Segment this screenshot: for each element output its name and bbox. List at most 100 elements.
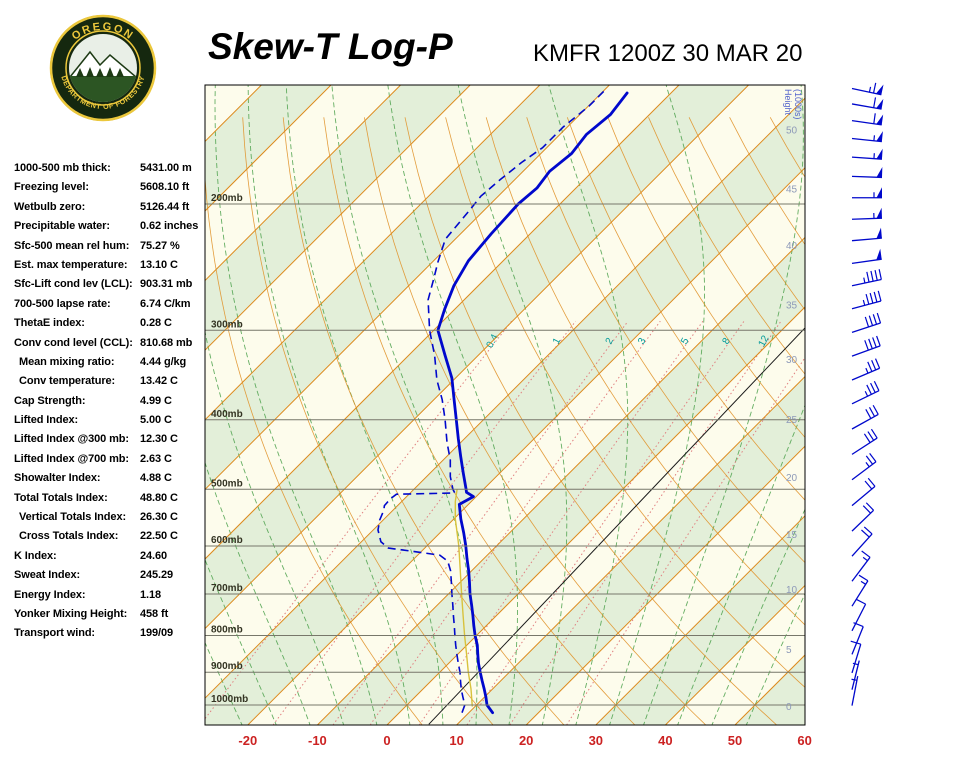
stat-value: 48.80 C	[140, 491, 178, 504]
stat-value: 24.60	[140, 549, 168, 562]
height-label: 25	[786, 415, 798, 426]
height-label: 20	[786, 473, 798, 484]
temp-axis-label: 20	[519, 733, 533, 748]
stat-value: 199/09	[140, 627, 174, 640]
stat-row: Transport wind: 199/09	[14, 624, 210, 643]
stat-label: Conv temperature:	[19, 375, 116, 388]
stat-row: Vertical Totals Index: 26.30 C	[14, 508, 210, 527]
stat-row: 700-500 lapse rate: 6.74 C/km	[14, 295, 210, 314]
height-scale-title: Height	[783, 89, 793, 116]
temperature-trace	[436, 91, 629, 715]
parcel-reference-line	[428, 327, 805, 725]
dewpoint-trace	[377, 90, 605, 713]
stat-label: Total Totals Index:	[14, 491, 108, 504]
temp-axis-label: 30	[589, 733, 603, 748]
pressure-label: 200mb	[211, 193, 243, 204]
chart-border	[204, 84, 806, 726]
mixing-ratio-label: 2	[604, 336, 617, 346]
stat-value: 13.42 C	[140, 375, 178, 388]
stat-row: Lifted Index @700 mb: 2.63 C	[14, 450, 210, 469]
mixing-ratio-label: 1	[551, 336, 564, 346]
temp-axis-label: 40	[658, 733, 672, 748]
pressure-label: 500mb	[211, 478, 243, 489]
stat-value: 5.00 C	[140, 414, 172, 427]
height-label: 5	[786, 645, 792, 656]
mixing-ratio-label: 12	[757, 333, 772, 348]
stat-label: ThetaE index:	[14, 317, 85, 330]
stat-value: 4.44 g/kg	[140, 355, 187, 368]
stat-row: Wetbulb zero: 5126.44 ft	[14, 198, 210, 217]
stat-row: Precipitable water: 0.62 inches	[14, 217, 210, 236]
temp-axis-label: 60	[797, 733, 811, 748]
stat-value: 6.74 C/km	[140, 297, 191, 310]
stat-label: Lifted Index @300 mb:	[14, 433, 129, 446]
wetbulb-trace	[454, 489, 473, 707]
temp-axis-label: -20	[238, 733, 257, 748]
logo-inner-ring	[65, 30, 141, 106]
stat-label: Freezing level:	[14, 181, 89, 194]
logo-outer-ring	[49, 14, 157, 122]
stat-row: Sfc-Lift cond lev (LCL): 903.31 mb	[14, 275, 210, 294]
temp-axis-label: 50	[728, 733, 742, 748]
stat-row: Energy Index: 1.18	[14, 586, 210, 605]
stat-label: Mean mixing ratio:	[19, 355, 115, 368]
stat-value: 13.10 C	[140, 258, 178, 271]
stat-label: Sweat Index:	[14, 569, 81, 582]
stat-label: Lifted Index:	[14, 414, 79, 427]
mixing-ratio-label: 3	[636, 336, 649, 346]
page-title: Skew-T Log-P	[208, 26, 453, 67]
stat-value: 0.28 C	[140, 317, 172, 330]
stat-value: 4.88 C	[140, 472, 172, 485]
stat-row: Lifted Index: 5.00 C	[14, 411, 210, 430]
stat-row: Yonker Mixing Height: 458 ft	[14, 605, 210, 624]
stat-label: Conv cond level (CCL):	[14, 336, 133, 349]
stat-label: Yonker Mixing Height:	[14, 607, 128, 620]
mixing-ratio-label: 5	[679, 336, 692, 346]
stat-label: Energy Index:	[14, 588, 86, 601]
stat-label: K Index:	[14, 549, 57, 562]
stat-row: Conv cond level (CCL): 810.68 mb	[14, 334, 210, 353]
stat-value: 22.50 C	[140, 530, 178, 543]
stat-value: 0.62 inches	[140, 220, 199, 233]
stat-label: Lifted Index @700 mb:	[14, 452, 129, 465]
stat-row: Showalter Index: 4.88 C	[14, 469, 210, 488]
stat-value: 12.30 C	[140, 433, 178, 446]
stat-row: 1000-500 mb thick: 5431.00 m	[14, 159, 210, 178]
stat-label: Sfc-Lift cond lev (LCL):	[14, 278, 133, 291]
stat-value: 75.27 %	[140, 239, 180, 252]
stat-label: Vertical Totals Index:	[19, 511, 127, 524]
pressure-label: 900mb	[211, 661, 243, 672]
stat-value: 5608.10 ft	[140, 181, 190, 194]
temp-axis-label: 10	[449, 733, 463, 748]
height-label: 40	[786, 241, 798, 252]
pressure-label: 600mb	[211, 535, 243, 546]
stat-row: Total Totals Index: 48.80 C	[14, 489, 210, 508]
stat-label: 700-500 lapse rate:	[14, 297, 111, 310]
stat-value: 1.18	[140, 588, 162, 601]
stat-row: Mean mixing ratio: 4.44 g/kg	[14, 353, 210, 372]
height-label: 50	[786, 126, 798, 137]
stat-label: 1000-500 mb thick:	[14, 162, 111, 174]
height-scale-title: (1000s)	[793, 89, 803, 120]
height-label: 30	[786, 355, 798, 366]
chart-grid: 0.4123581220	[205, 85, 821, 725]
pressure-label: 700mb	[211, 583, 243, 594]
stat-label: Sfc-500 mean rel hum:	[14, 239, 130, 252]
mixing-ratio-label: 20	[806, 333, 821, 348]
pressure-label: 400mb	[211, 409, 243, 420]
stat-row: K Index: 24.60	[14, 547, 210, 566]
height-label: 0	[786, 702, 792, 713]
logo-trees-icon	[76, 67, 124, 77]
stat-row: Lifted Index @300 mb: 12.30 C	[14, 430, 210, 449]
stat-value: 2.63 C	[140, 452, 172, 465]
stat-value: 5126.44 ft	[140, 200, 190, 213]
stat-label: Est. max temperature:	[14, 258, 128, 271]
pressure-label: 1000mb	[211, 694, 248, 705]
height-label: 10	[786, 585, 798, 596]
stat-row: Freezing level: 5608.10 ft	[14, 178, 210, 197]
stat-label: Precipitable water:	[14, 220, 110, 233]
stat-row: Cap Strength: 4.99 C	[14, 392, 210, 411]
stats-panel: 1000-500 mb thick: 5431.00 m Freezing leve…	[14, 159, 210, 644]
stat-label: Cross Totals Index:	[19, 530, 119, 543]
